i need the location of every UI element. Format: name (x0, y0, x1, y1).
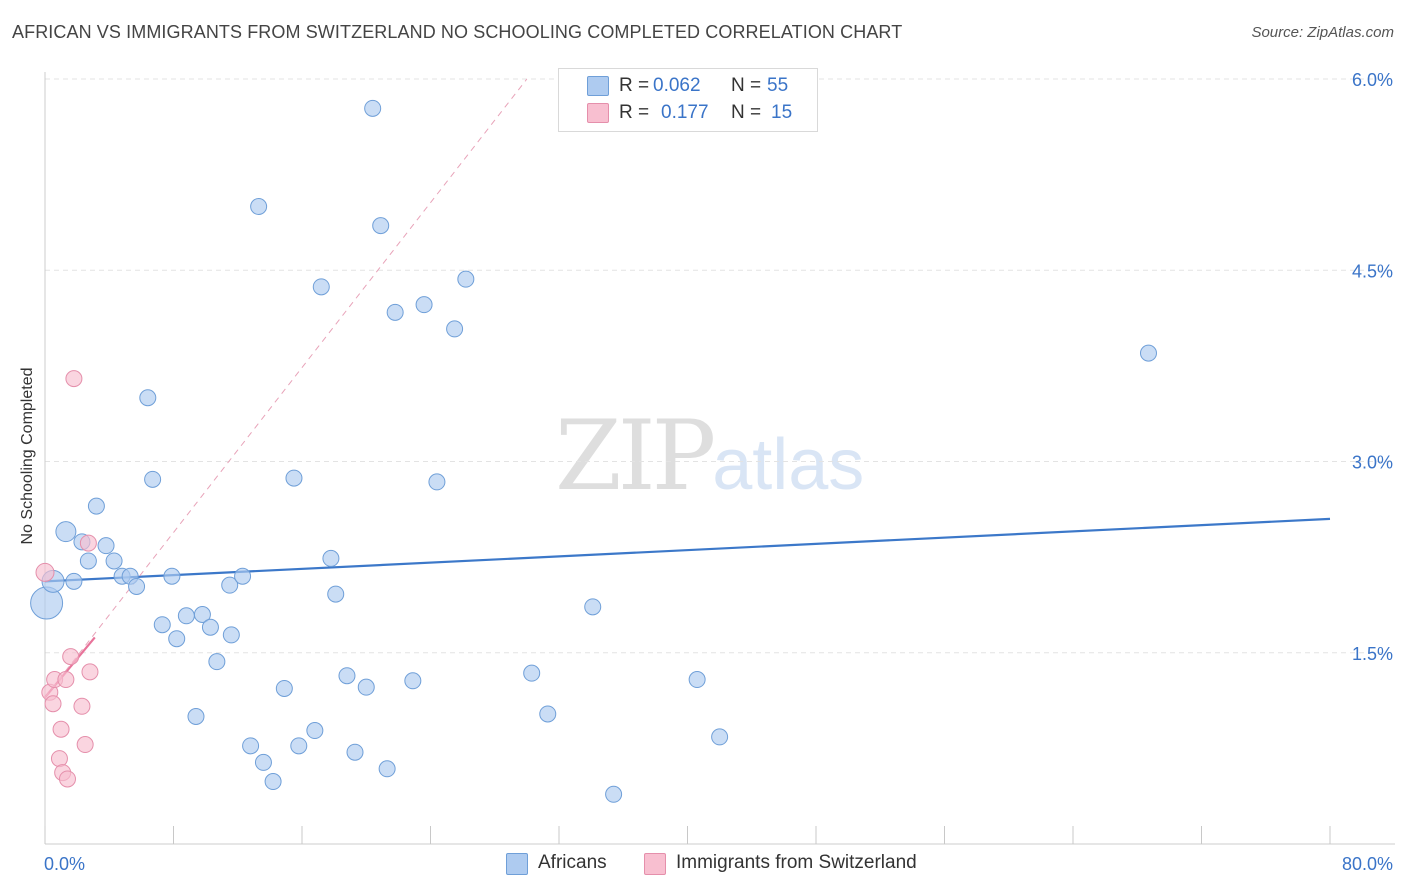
data-point-africans (322, 549, 340, 567)
legend-row-africans: R = 0.062 N = 55 (587, 73, 817, 99)
data-point-africans (357, 678, 375, 696)
data-point-africans (105, 552, 123, 570)
data-point-africans (208, 653, 226, 671)
data-point-africans (65, 572, 83, 590)
data-point-switzerland (73, 697, 91, 715)
legend-n-label: N = (731, 75, 762, 96)
data-point-switzerland (50, 750, 68, 768)
data-point-africans (168, 630, 186, 648)
data-point-africans (187, 708, 205, 725)
data-point-africans (457, 270, 475, 288)
data-point-africans (222, 626, 240, 644)
data-point-africans (338, 667, 356, 685)
x-tick-label-max: 80.0% (1342, 854, 1393, 874)
legend-swatch-switzerland (587, 103, 609, 123)
data-point-africans (688, 671, 706, 689)
bottom-legend-label-switzerland: Immigrants from Switzerland (676, 852, 917, 873)
data-point-africans (128, 577, 146, 595)
data-point-africans (306, 722, 324, 740)
data-point-africans (327, 585, 345, 603)
data-point-africans (234, 567, 252, 585)
data-point-africans (242, 737, 260, 755)
data-point-africans (201, 618, 219, 636)
data-point-africans (55, 521, 77, 543)
legend-n-value: 55 (767, 75, 789, 96)
data-point-africans (30, 586, 64, 620)
data-point-africans (177, 607, 195, 625)
data-point-africans (584, 598, 602, 616)
data-point-switzerland (52, 720, 70, 738)
data-point-africans (285, 469, 303, 487)
x-tick-label-min: 0.0% (44, 854, 85, 874)
data-point-switzerland (58, 770, 76, 788)
data-point-africans (711, 728, 729, 746)
data-point-switzerland (76, 736, 94, 754)
legend-r-label: R = (619, 75, 650, 96)
data-point-switzerland (35, 562, 55, 582)
chart-title: AFRICAN VS IMMIGRANTS FROM SWITZERLAND N… (12, 22, 903, 42)
watermark-zip: ZIP (555, 400, 716, 512)
data-point-africans (378, 760, 396, 778)
data-point-africans (1139, 344, 1157, 362)
legend-r-value: 0.177 (661, 102, 709, 123)
data-point-africans (386, 303, 404, 321)
data-point-africans (153, 616, 171, 634)
bottom-legend-swatch-africans (506, 853, 528, 875)
data-point-africans (87, 497, 105, 515)
data-point-africans (415, 296, 433, 314)
data-point-africans (446, 320, 464, 338)
data-point-africans (523, 664, 541, 682)
data-point-africans (97, 537, 115, 555)
data-point-africans (346, 743, 364, 761)
data-point-africans (404, 672, 422, 690)
data-point-switzerland (44, 695, 62, 713)
trend-line (44, 517, 1331, 583)
legend-row-switzerland: R = 0.177 N = 15 (587, 100, 817, 126)
data-point-africans (144, 470, 162, 488)
data-point-africans (312, 278, 330, 296)
data-point-africans (275, 679, 293, 697)
source-label: Source: ZipAtlas.com (1251, 24, 1394, 41)
data-point-switzerland (57, 671, 75, 689)
y-tick-label: 4.5% (1352, 261, 1393, 281)
data-point-africans (139, 389, 157, 407)
data-point-africans (193, 606, 211, 623)
data-point-africans (428, 473, 446, 491)
data-point-africans (290, 737, 308, 755)
trend-line-dashed (44, 78, 528, 698)
data-point-africans (250, 198, 268, 215)
data-point-africans (372, 217, 390, 235)
data-point-switzerland (65, 370, 83, 388)
data-point-africans (79, 552, 97, 570)
legend-r-label: R = (619, 102, 650, 123)
y-tick-label: 3.0% (1352, 453, 1393, 473)
legend-n-label: N = (731, 102, 762, 123)
legend-n-value: 15 (771, 102, 793, 123)
watermark: ZIPatlas (555, 400, 864, 512)
watermark-atlas: atlas (712, 425, 865, 505)
data-point-africans (264, 773, 282, 791)
bottom-legend-label-africans: Africans (538, 852, 607, 873)
data-point-africans (163, 567, 181, 585)
y-tick-label: 1.5% (1352, 644, 1393, 664)
data-point-africans (605, 785, 623, 803)
data-point-africans (221, 576, 239, 594)
data-point-switzerland (81, 663, 99, 681)
data-point-switzerland (62, 648, 80, 666)
legend-r-value: 0.062 (653, 75, 701, 96)
data-point-switzerland (79, 534, 97, 552)
bottom-legend-swatch-switzerland (644, 853, 666, 875)
legend-swatch-africans (587, 76, 609, 96)
data-point-africans (254, 753, 272, 771)
data-point-africans (364, 99, 382, 117)
y-tick-label: 6.0% (1352, 70, 1393, 90)
data-point-africans (539, 705, 557, 723)
correlation-legend: R = 0.062 N = 55 R = 0.177 N = 15 (558, 68, 818, 132)
